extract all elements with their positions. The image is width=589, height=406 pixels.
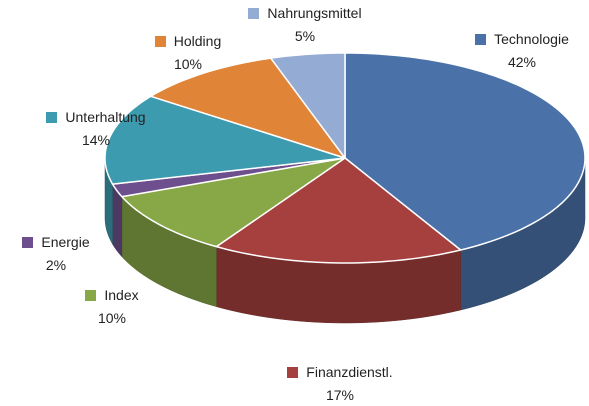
category-label: Index [104, 287, 139, 303]
value-label: 10% [173, 56, 203, 72]
category-label: Holding [173, 33, 222, 49]
slice-label: Index 10% [62, 284, 162, 330]
slice [215, 157, 462, 264]
slice-label: Energie 2% [6, 231, 106, 277]
category-label: Technologie [494, 31, 569, 47]
slice [111, 157, 346, 198]
slice [150, 57, 346, 159]
legend-swatch [154, 36, 166, 47]
category-label: Nahrungsmittel [267, 5, 362, 21]
value-label: 14% [81, 132, 111, 148]
slice-label: Technologie 42% [452, 28, 589, 74]
legend-swatch [287, 367, 299, 378]
slice [344, 52, 586, 251]
category-label: Energie [41, 234, 90, 250]
legend-entry: Unterhaltung [21, 106, 171, 129]
legend-entry: Finanzdienstl. [270, 361, 410, 384]
value-label: 42% [507, 54, 537, 70]
slice-label: Holding 10% [138, 30, 238, 76]
value-label: 2% [45, 257, 67, 273]
value-label: 5% [294, 28, 316, 44]
value-label: 17% [325, 387, 355, 403]
slice-label: Nahrungsmittel 5% [243, 2, 368, 48]
legend-swatch [22, 237, 34, 248]
slice-label: Unterhaltung 14% [21, 106, 171, 152]
slice [104, 95, 346, 185]
slice-label: Finanzdienstl. 17% [270, 361, 410, 406]
legend-entry: Index [62, 284, 162, 307]
legend-entry: Holding [138, 30, 238, 53]
legend-swatch [475, 34, 487, 45]
category-label: Finanzdienstl. [306, 364, 393, 380]
legend-entry: Nahrungsmittel [243, 2, 368, 25]
legend-entry: Technologie [452, 28, 589, 51]
category-label: Unterhaltung [65, 109, 146, 125]
slice [270, 52, 346, 159]
slice [121, 157, 346, 248]
value-label: 10% [97, 310, 127, 326]
legend-swatch [248, 8, 260, 19]
legend-swatch [85, 290, 97, 301]
legend-swatch [46, 112, 58, 123]
legend-entry: Energie [6, 231, 106, 254]
